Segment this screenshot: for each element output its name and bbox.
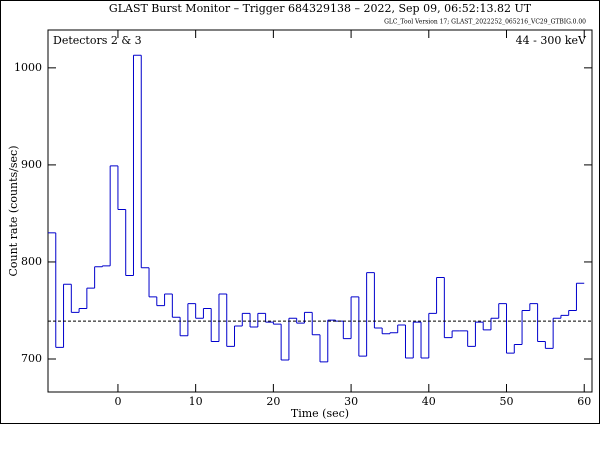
y-tick-label: 900 bbox=[21, 158, 42, 171]
histogram-bin bbox=[187, 303, 196, 336]
histogram-bin bbox=[513, 343, 523, 354]
y-tick-label: 700 bbox=[21, 352, 42, 365]
histogram-bin bbox=[311, 312, 320, 336]
histogram-bin bbox=[117, 165, 126, 211]
histogram-bin bbox=[319, 334, 328, 363]
histogram-bin bbox=[506, 303, 515, 354]
histogram-bin bbox=[436, 276, 445, 314]
histogram-bin bbox=[210, 308, 219, 343]
histogram-bin bbox=[482, 322, 491, 331]
histogram-bin bbox=[428, 312, 437, 359]
annotation: 44 - 300 keV bbox=[516, 34, 587, 47]
histogram-bin bbox=[568, 309, 577, 316]
histogram-bin bbox=[249, 313, 258, 328]
histogram-bin bbox=[226, 293, 235, 347]
histogram-bin bbox=[498, 303, 507, 319]
x-tick-label: 60 bbox=[577, 395, 591, 408]
histogram-bin bbox=[389, 332, 398, 334]
y-axis-label: Count rate (counts/sec) bbox=[7, 146, 20, 277]
x-tick-label: 40 bbox=[422, 395, 436, 408]
histogram-bin bbox=[272, 322, 282, 325]
histogram-bin bbox=[241, 312, 251, 327]
x-tick-label: 50 bbox=[500, 395, 514, 408]
histogram-bin bbox=[342, 321, 352, 340]
histogram-bin bbox=[70, 284, 80, 313]
histogram-bin bbox=[218, 293, 227, 342]
histogram-bin bbox=[327, 319, 336, 362]
histogram-bin bbox=[86, 287, 95, 309]
histogram-bin bbox=[397, 324, 406, 333]
x-tick-label: 10 bbox=[189, 395, 203, 408]
histogram-bin bbox=[179, 317, 188, 337]
histogram-bin bbox=[404, 325, 414, 359]
histogram-bin bbox=[132, 54, 142, 276]
histogram-bin bbox=[63, 283, 72, 348]
histogram-bin bbox=[296, 318, 305, 324]
y-tick-label: 800 bbox=[21, 255, 42, 268]
histogram-bin bbox=[171, 293, 181, 318]
histogram-bin bbox=[544, 341, 554, 349]
x-tick-label: 20 bbox=[266, 395, 280, 408]
histogram-bin bbox=[451, 330, 460, 338]
histogram-bin bbox=[560, 314, 569, 319]
chart-title: GLAST Burst Monitor – Trigger 684329138 … bbox=[109, 2, 532, 15]
histogram-bin bbox=[288, 317, 297, 360]
histogram-bin bbox=[125, 209, 134, 277]
plot-frame bbox=[47, 29, 593, 393]
histogram-bin bbox=[140, 55, 150, 269]
histogram-bin bbox=[420, 322, 429, 359]
x-axis-label: Time (sec) bbox=[291, 407, 349, 420]
histogram-bin bbox=[366, 272, 375, 357]
histogram-bin bbox=[467, 330, 476, 347]
subtitle: GLC_Tool Version 17; GLAST_2022252_06521… bbox=[384, 19, 586, 26]
histogram-bin bbox=[257, 312, 266, 327]
histogram-bin bbox=[358, 296, 367, 357]
y-tick-label: 1000 bbox=[14, 61, 42, 74]
histogram-bin bbox=[148, 267, 157, 298]
histogram-bin bbox=[164, 293, 173, 306]
frame bbox=[0, 0, 600, 424]
histogram-bin bbox=[490, 317, 499, 330]
histogram-bin bbox=[101, 265, 111, 267]
histogram-bin bbox=[195, 303, 204, 319]
histogram-bin bbox=[443, 277, 453, 339]
annotation: Detectors 2 & 3 bbox=[53, 34, 142, 47]
histogram-bin bbox=[109, 165, 118, 266]
histogram-bin bbox=[575, 282, 585, 311]
histogram-bin bbox=[521, 309, 530, 345]
histogram-bin bbox=[55, 232, 64, 348]
histogram-bin bbox=[280, 324, 289, 361]
histogram-bin bbox=[381, 327, 390, 335]
histogram-bin bbox=[373, 272, 383, 329]
x-tick-label: 0 bbox=[114, 395, 121, 408]
histogram-bin bbox=[156, 296, 165, 307]
histogram-bin bbox=[537, 303, 546, 343]
histogram-bin bbox=[552, 317, 561, 349]
histogram-bin bbox=[202, 308, 212, 319]
histogram-bin bbox=[412, 321, 422, 359]
histogram-bin bbox=[234, 325, 243, 347]
histogram-bin bbox=[474, 321, 484, 347]
histogram-bin bbox=[94, 266, 103, 289]
histogram-bin bbox=[350, 296, 359, 339]
histogram-bin bbox=[529, 303, 538, 311]
histogram-bin bbox=[78, 308, 87, 313]
x-tick-label: 30 bbox=[344, 395, 358, 408]
